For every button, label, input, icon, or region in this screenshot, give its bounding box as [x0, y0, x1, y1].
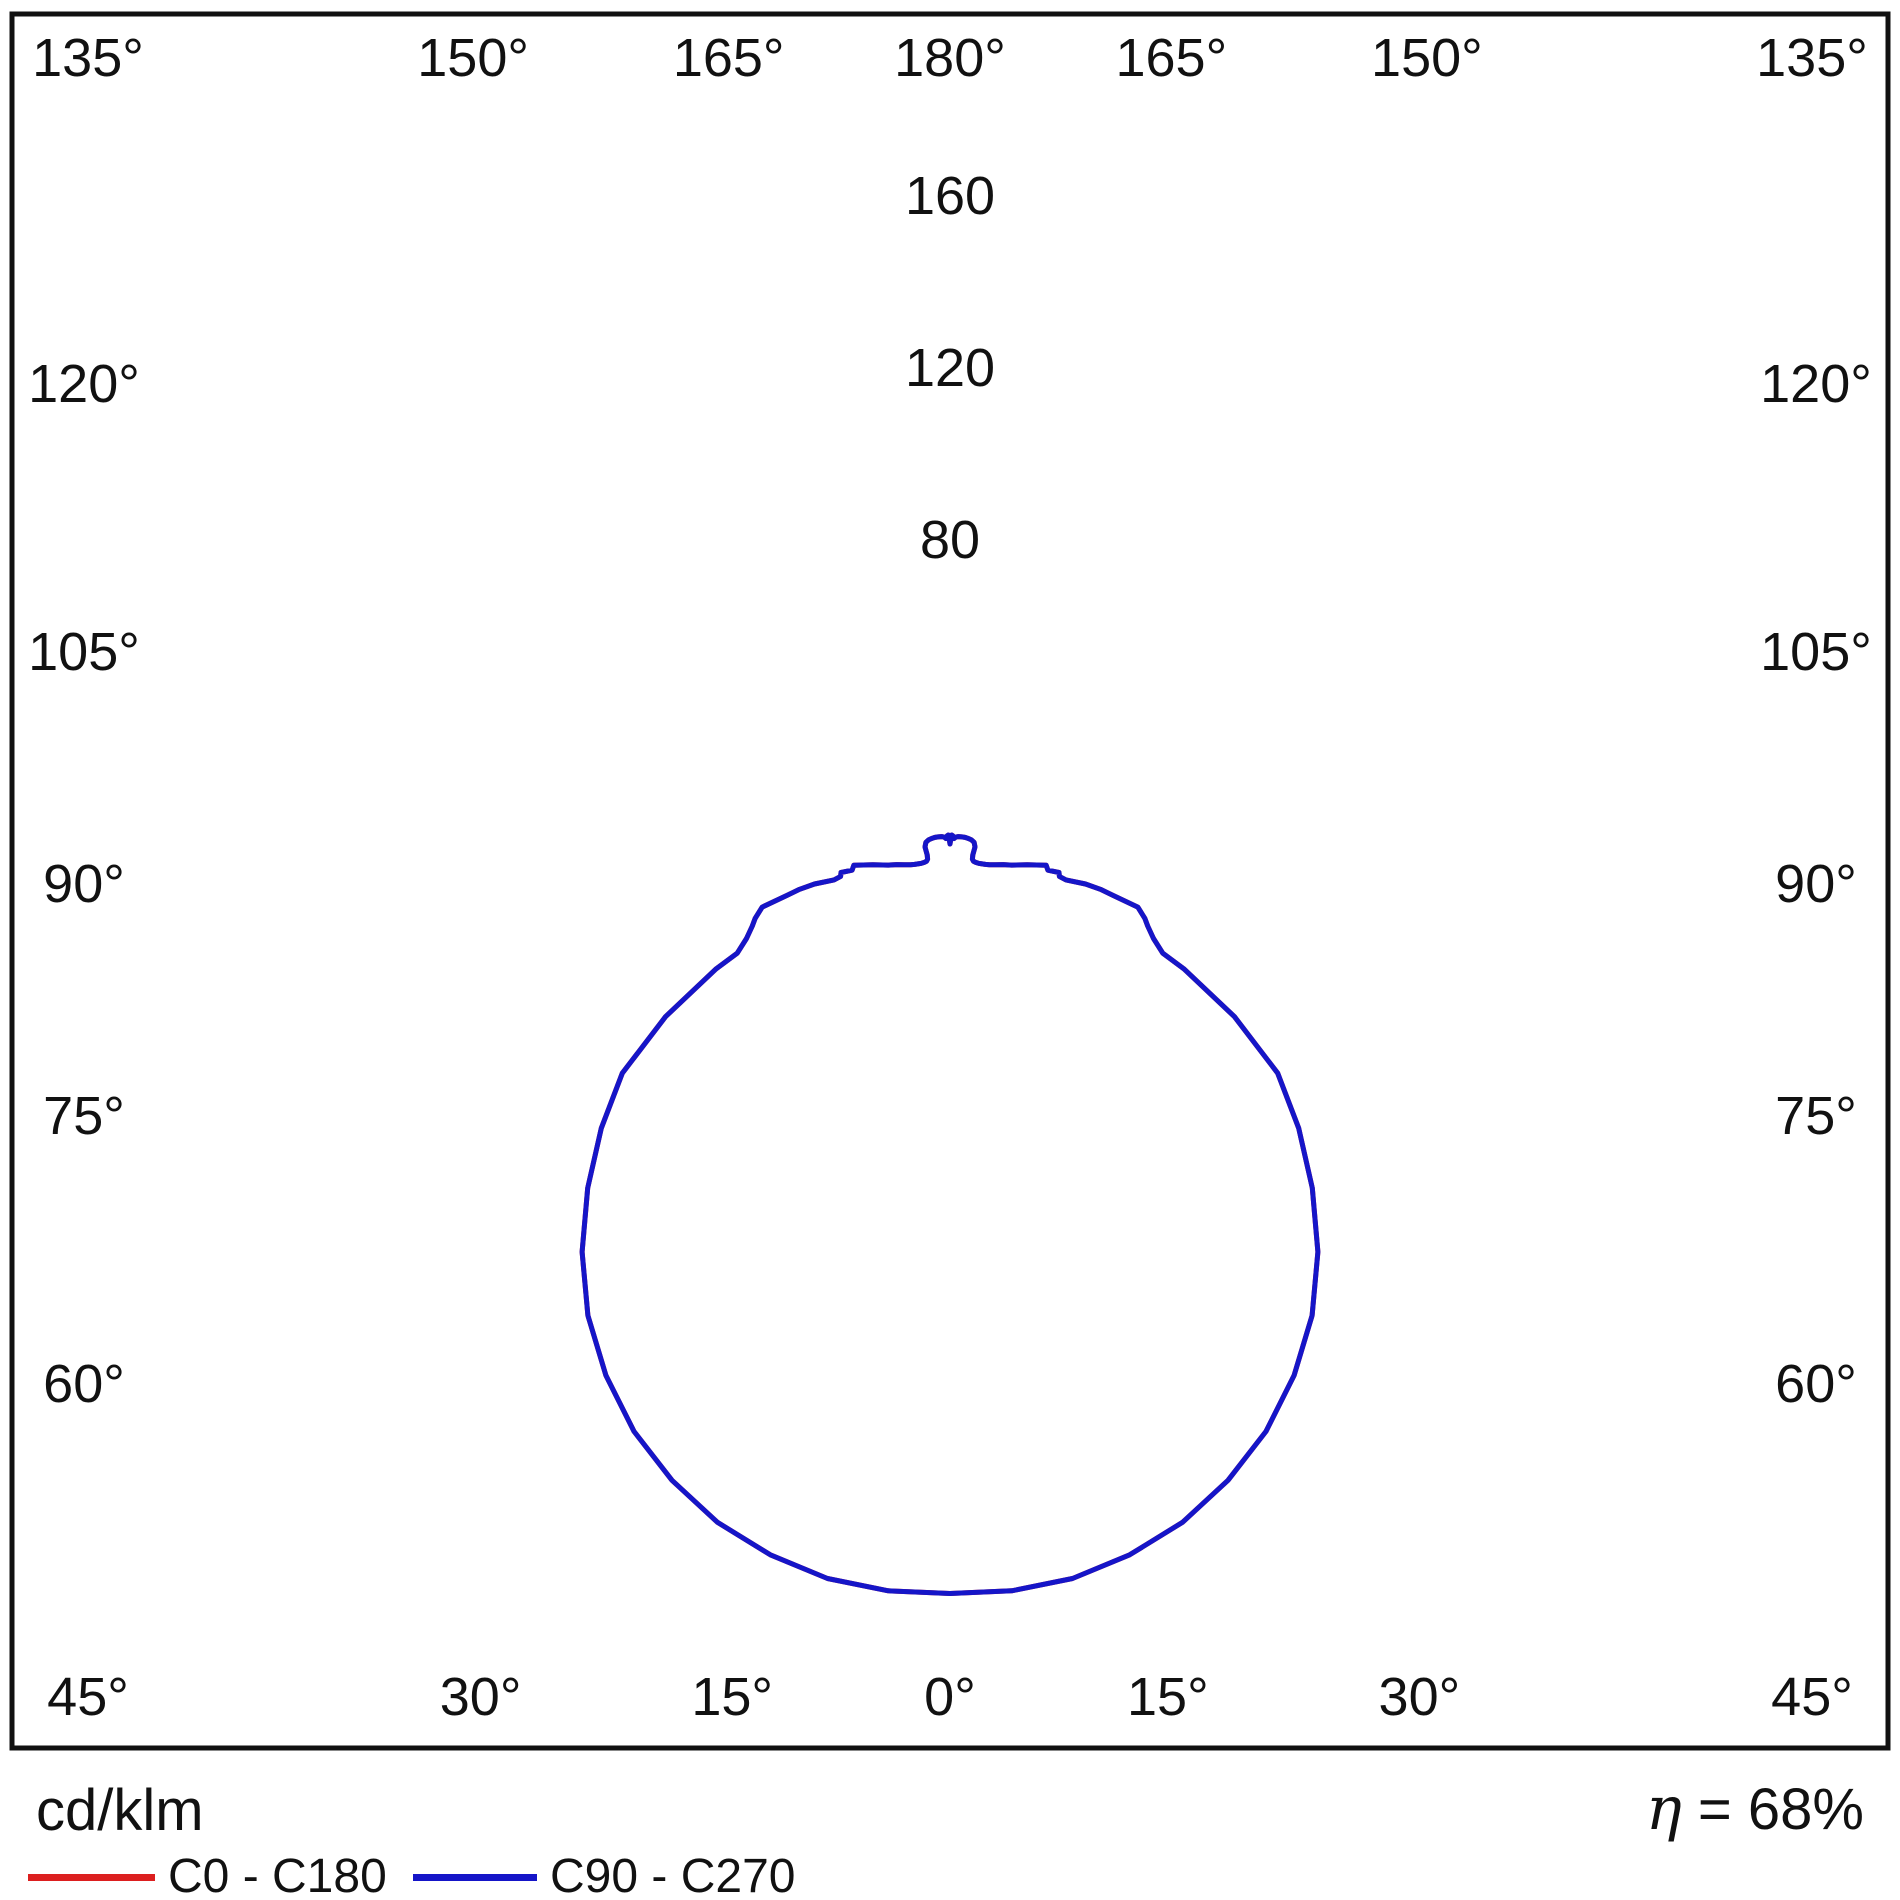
svg-text:135°: 135°	[1756, 28, 1868, 88]
svg-text:0°: 0°	[924, 1667, 976, 1727]
eta-symbol: η	[1645, 1774, 1682, 1844]
eta-value: = 68%	[1697, 1777, 1864, 1842]
svg-text:150°: 150°	[1371, 28, 1483, 88]
svg-text:60°: 60°	[43, 1354, 125, 1414]
svg-text:15°: 15°	[1127, 1667, 1209, 1727]
curve-C0-C180	[579, 832, 1321, 1596]
svg-text:105°: 105°	[1760, 622, 1872, 682]
svg-text:45°: 45°	[1771, 1667, 1853, 1727]
svg-text:165°: 165°	[673, 28, 785, 88]
curve-C90-C270	[579, 832, 1321, 1596]
svg-text:165°: 165°	[1115, 28, 1227, 88]
legend-line-c0-icon	[28, 1874, 155, 1881]
plot-frame	[9, 11, 1891, 1751]
svg-text:30°: 30°	[1379, 1667, 1461, 1727]
grid-labels: 80 120 160 0° 15° 15° 30° 30° 45° 45° 60° 60° 75° 75°…	[24, 28, 1876, 1727]
svg-text:75°: 75°	[43, 1086, 125, 1146]
svg-text:160: 160	[905, 166, 995, 226]
svg-text:105°: 105°	[28, 622, 140, 682]
legend: C0 - C180 C90 - C270	[0, 1846, 1900, 1900]
svg-text:120°: 120°	[1760, 354, 1872, 414]
svg-text:180°: 180°	[894, 28, 1006, 88]
legend-label-c0: C0 - C180	[168, 1850, 387, 1900]
unit-label: cd/klm	[36, 1778, 204, 1843]
efficiency-label: η = 68%	[1646, 1778, 1864, 1841]
svg-text:120: 120	[905, 338, 995, 398]
svg-text:15°: 15°	[691, 1667, 773, 1727]
svg-text:60°: 60°	[1775, 1354, 1857, 1414]
svg-text:80: 80	[920, 510, 980, 570]
svg-text:90°: 90°	[1775, 854, 1857, 914]
svg-text:120°: 120°	[28, 354, 140, 414]
svg-text:45°: 45°	[47, 1667, 129, 1727]
svg-text:135°: 135°	[32, 28, 144, 88]
legend-label-c90: C90 - C270	[550, 1850, 796, 1900]
legend-line-c90-icon	[413, 1874, 537, 1881]
svg-text:30°: 30°	[440, 1667, 522, 1727]
svg-text:90°: 90°	[43, 854, 125, 914]
svg-text:75°: 75°	[1775, 1086, 1857, 1146]
svg-text:150°: 150°	[417, 28, 529, 88]
